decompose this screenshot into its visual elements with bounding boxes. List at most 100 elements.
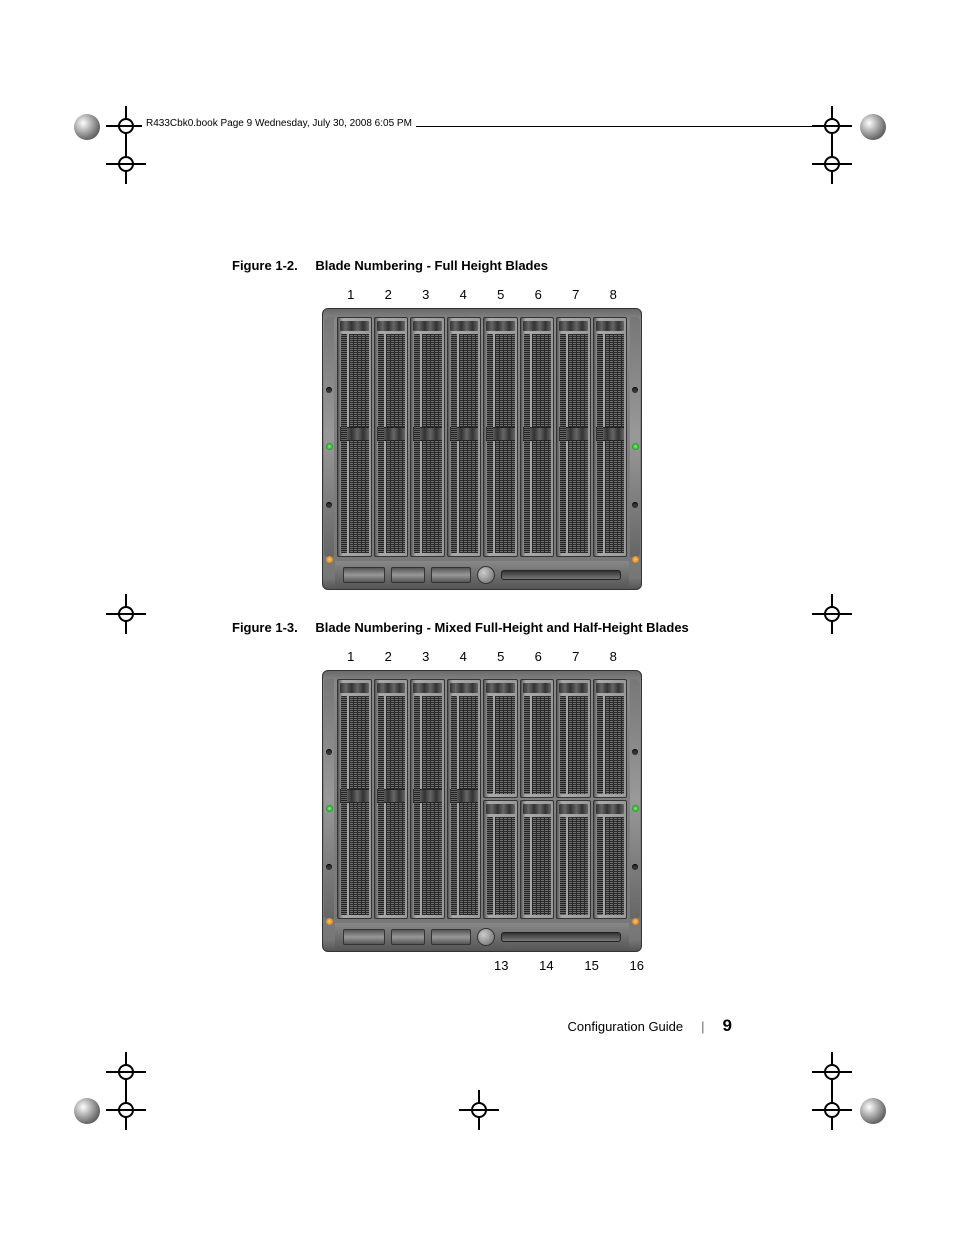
slot-number: 8 <box>610 649 617 664</box>
chassis-foot <box>335 923 629 951</box>
chassis-rail-right <box>630 317 640 557</box>
blade-slot <box>556 317 591 557</box>
foot-panel <box>391 929 425 945</box>
blade-slot <box>447 679 482 919</box>
blade-slot <box>556 679 591 919</box>
registration-mark <box>818 150 846 178</box>
blade-slot <box>483 679 518 919</box>
registration-mark <box>818 1058 846 1086</box>
half-height-blade <box>556 800 591 919</box>
footer-page-number: 9 <box>723 1016 732 1036</box>
full-height-blade <box>593 317 628 557</box>
power-button-icon <box>477 928 495 946</box>
bottom-number-row: 13 14 15 16 <box>494 958 644 973</box>
foot-panel <box>391 567 425 583</box>
figure-1-3: Figure 1-3. Blade Numbering - Mixed Full… <box>232 620 732 973</box>
blade-slot <box>374 317 409 557</box>
full-height-blade <box>337 679 372 919</box>
foot-panel <box>343 929 385 945</box>
slot-number: 7 <box>572 649 579 664</box>
footer-doc-title: Configuration Guide <box>568 1019 684 1034</box>
top-number-row: 1 2 3 4 5 6 7 8 <box>332 649 632 664</box>
foot-tray <box>501 932 621 942</box>
blade-slot <box>410 679 445 919</box>
full-height-blade <box>520 317 555 557</box>
blade-area <box>335 317 629 557</box>
figure-caption: Figure 1-3. Blade Numbering - Mixed Full… <box>232 620 732 635</box>
slot-number: 15 <box>584 958 598 973</box>
slot-number: 6 <box>535 287 542 302</box>
foot-tray <box>501 570 621 580</box>
slot-number: 2 <box>385 287 392 302</box>
registration-mark <box>818 600 846 628</box>
blade-slot <box>337 317 372 557</box>
blade-slot <box>410 317 445 557</box>
chassis-rail-right <box>630 679 640 919</box>
full-height-blade <box>447 679 482 919</box>
slot-number: 3 <box>422 649 429 664</box>
slot-number: 7 <box>572 287 579 302</box>
figure-caption: Figure 1-2. Blade Numbering - Full Heigh… <box>232 258 732 273</box>
slot-number: 14 <box>539 958 553 973</box>
half-height-blade <box>520 679 555 798</box>
slot-number: 4 <box>460 649 467 664</box>
registration-mark <box>112 1058 140 1086</box>
foot-panel <box>431 929 471 945</box>
registration-mark <box>112 1096 140 1124</box>
figure-title: Blade Numbering - Mixed Full-Height and … <box>315 620 688 635</box>
slot-number: 6 <box>535 649 542 664</box>
slot-number: 4 <box>460 287 467 302</box>
blade-slot <box>520 679 555 919</box>
half-height-blade <box>556 679 591 798</box>
chassis-rail-left <box>324 317 334 557</box>
registration-mark <box>465 1096 493 1124</box>
slot-number: 5 <box>497 287 504 302</box>
footer-separator: | <box>701 1019 704 1034</box>
full-height-blade <box>447 317 482 557</box>
chassis-rail-left <box>324 679 334 919</box>
half-height-blade <box>483 679 518 798</box>
figure-label: Figure 1-2. <box>232 258 298 273</box>
foot-panel <box>431 567 471 583</box>
slot-number: 2 <box>385 649 392 664</box>
blade-slot <box>593 679 628 919</box>
slot-number: 5 <box>497 649 504 664</box>
full-height-blade <box>337 317 372 557</box>
slot-number: 1 <box>347 649 354 664</box>
half-height-blade <box>483 800 518 919</box>
blade-slot <box>483 317 518 557</box>
corner-sphere <box>74 1098 100 1124</box>
corner-sphere <box>860 114 886 140</box>
blade-chassis <box>322 308 642 590</box>
full-height-blade <box>410 317 445 557</box>
full-height-blade <box>483 317 518 557</box>
half-height-blade <box>593 800 628 919</box>
slot-number: 3 <box>422 287 429 302</box>
blade-slot <box>447 317 482 557</box>
figure-label: Figure 1-3. <box>232 620 298 635</box>
blade-area <box>335 679 629 919</box>
half-height-blade <box>593 679 628 798</box>
header-text: R433Cbk0.book Page 9 Wednesday, July 30,… <box>142 118 416 129</box>
slot-number: 1 <box>347 287 354 302</box>
corner-sphere <box>74 114 100 140</box>
full-height-blade <box>374 317 409 557</box>
full-height-blade <box>556 317 591 557</box>
blade-slot <box>520 317 555 557</box>
blade-slot <box>593 317 628 557</box>
corner-sphere <box>860 1098 886 1124</box>
slot-number: 8 <box>610 287 617 302</box>
slot-number: 16 <box>630 958 644 973</box>
page-footer: Configuration Guide | 9 <box>232 1016 732 1036</box>
registration-mark <box>112 150 140 178</box>
figure-1-2: Figure 1-2. Blade Numbering - Full Heigh… <box>232 258 732 590</box>
figure-title: Blade Numbering - Full Height Blades <box>315 258 548 273</box>
blade-chassis <box>322 670 642 952</box>
registration-mark <box>818 1096 846 1124</box>
blade-slot <box>337 679 372 919</box>
full-height-blade <box>374 679 409 919</box>
blade-slot <box>374 679 409 919</box>
chassis-foot <box>335 561 629 589</box>
foot-panel <box>343 567 385 583</box>
registration-mark <box>112 600 140 628</box>
